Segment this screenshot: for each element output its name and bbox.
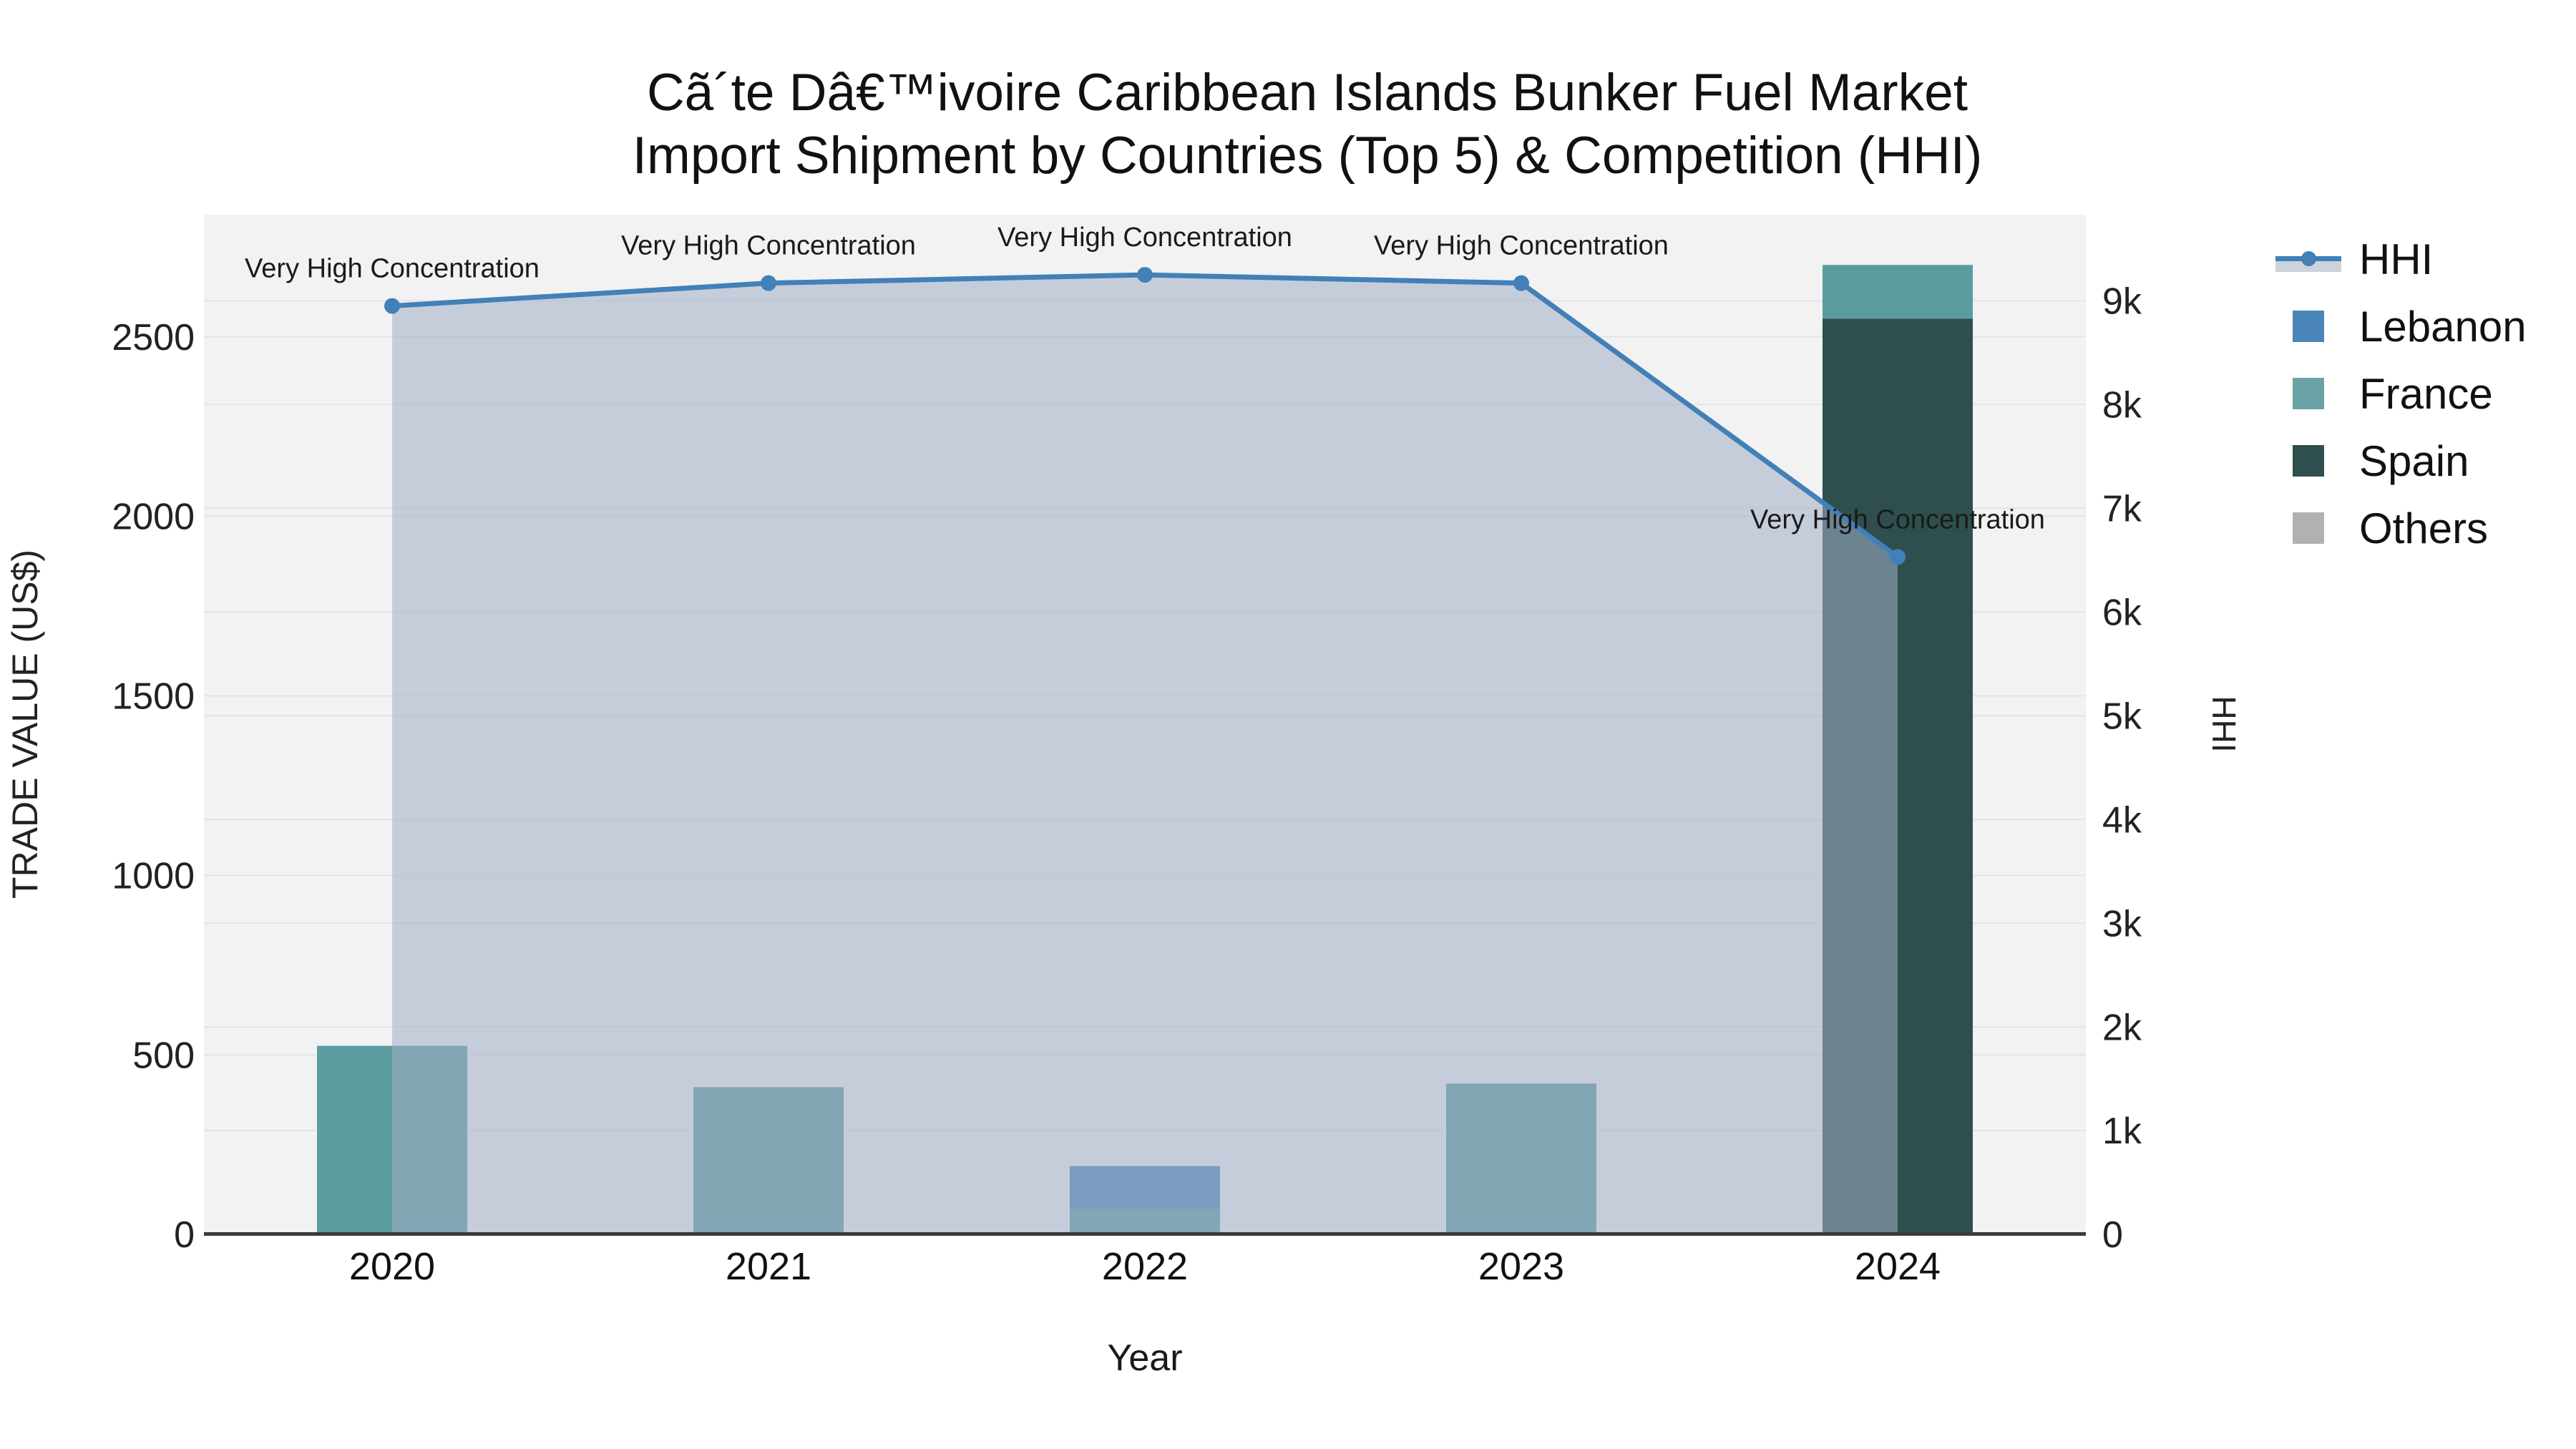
left-tick-2500: 2500 [112,317,195,358]
right-axis-title: HHI [2205,696,2243,753]
legend-label: Lebanon [2359,302,2527,351]
left-tick-2000: 2000 [112,497,195,538]
chart-title-line2: Import Shipment by Countries (Top 5) & C… [632,127,1983,185]
legend-item-spain[interactable]: Spain [2275,427,2527,494]
france-swatch-icon [2275,378,2341,409]
lebanon-swatch-icon [2275,311,2341,342]
legend-label: France [2359,369,2493,418]
legend-item-hhi[interactable]: HHI [2275,225,2527,293]
x-axis-title: Year [1107,1337,1183,1379]
right-tick-9k: 9k [2102,281,2142,323]
chart-title-line1: Cã´te Dâ€™ivoire Caribbean Islands Bunke… [646,64,1968,122]
others-swatch-icon [2275,512,2341,544]
left-tick-500: 500 [132,1035,195,1076]
annotation-2020: Very High Concentration [245,254,540,284]
legend-label: HHI [2359,235,2434,283]
hhi-marker-2020[interactable] [384,298,400,314]
legend: HHI Lebanon France Spain Others [2275,225,2527,562]
left-tick-1000: 1000 [112,855,195,897]
right-tick-1k: 1k [2102,1111,2142,1152]
right-tick-8k: 8k [2102,384,2142,426]
hhi-marker-2022[interactable] [1137,267,1153,283]
x-axis-line [204,1232,2086,1236]
x-tick-2023: 2023 [1478,1245,1564,1288]
right-tick-2k: 2k [2102,1007,2142,1048]
right-tick-0: 0 [2102,1214,2123,1256]
x-tick-2022: 2022 [1102,1245,1188,1288]
right-tick-7k: 7k [2102,488,2142,530]
left-axis-title: TRADE VALUE (US$) [5,549,45,899]
annotation-2023: Very High Concentration [1374,231,1669,261]
legend-item-lebanon[interactable]: Lebanon [2275,293,2527,360]
hhi-line-swatch-icon [2275,243,2341,275]
legend-label: Spain [2359,436,2469,485]
hhi-area-fill [392,275,1898,1234]
x-tick-2024: 2024 [1855,1245,1941,1288]
x-tick-2021: 2021 [726,1245,811,1288]
annotation-2024: Very High Concentration [1750,504,2045,535]
left-tick-0: 0 [174,1214,195,1256]
right-tick-6k: 6k [2102,592,2142,633]
right-tick-3k: 3k [2102,903,2142,945]
hhi-marker-2024[interactable] [1890,549,1906,565]
right-tick-4k: 4k [2102,799,2142,841]
x-tick-2020: 2020 [349,1245,435,1288]
bar-2024-france[interactable] [1823,265,1973,319]
legend-item-france[interactable]: France [2275,360,2527,427]
hhi-marker-2023[interactable] [1513,275,1529,291]
legend-item-others[interactable]: Others [2275,494,2527,562]
annotation-2021: Very High Concentration [621,231,916,261]
annotation-2022: Very High Concentration [997,223,1292,253]
legend-label: Others [2359,504,2489,552]
spain-swatch-icon [2275,445,2341,477]
left-tick-1500: 1500 [112,676,195,718]
hhi-marker-2021[interactable] [761,275,776,291]
right-tick-5k: 5k [2102,696,2142,737]
